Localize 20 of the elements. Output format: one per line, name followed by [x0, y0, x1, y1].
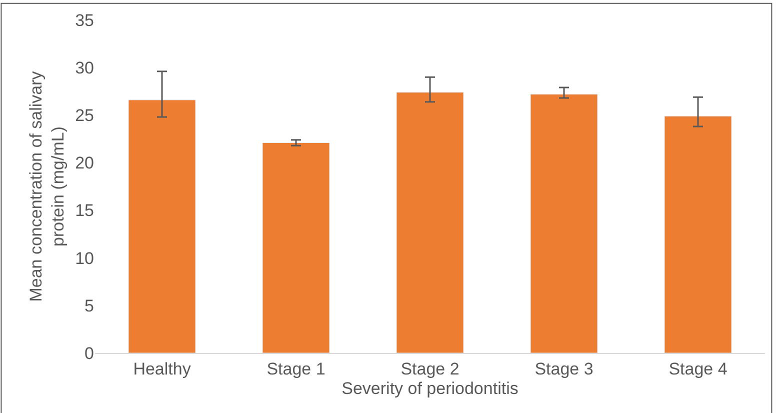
- y-axis-title: Mean concentration of salivary protein (mg/mL): [26, 70, 68, 302]
- x-tick-label: Stage 2: [400, 359, 460, 378]
- y-tick-label: 35: [75, 10, 94, 30]
- y-tick-label: 25: [75, 106, 94, 126]
- y-tick-label: 10: [75, 248, 94, 268]
- y-tick-label: 15: [75, 201, 94, 220]
- x-tick-label: Healthy: [133, 359, 192, 378]
- bar: [396, 92, 464, 353]
- y-tick-label: 30: [75, 58, 94, 78]
- x-tick-label: Stage 3: [534, 359, 594, 378]
- y-tick-label: 5: [84, 296, 94, 316]
- bar: [128, 100, 196, 353]
- y-tick-label: 20: [75, 154, 94, 173]
- y-tick-label: 0: [84, 344, 94, 363]
- x-axis-title: Severity of periodontitis: [342, 378, 518, 398]
- bar: [530, 94, 598, 353]
- x-tick-label: Stage 1: [266, 359, 326, 378]
- x-tick-label: Stage 4: [668, 359, 728, 378]
- bar: [664, 116, 732, 353]
- bar: [262, 142, 330, 353]
